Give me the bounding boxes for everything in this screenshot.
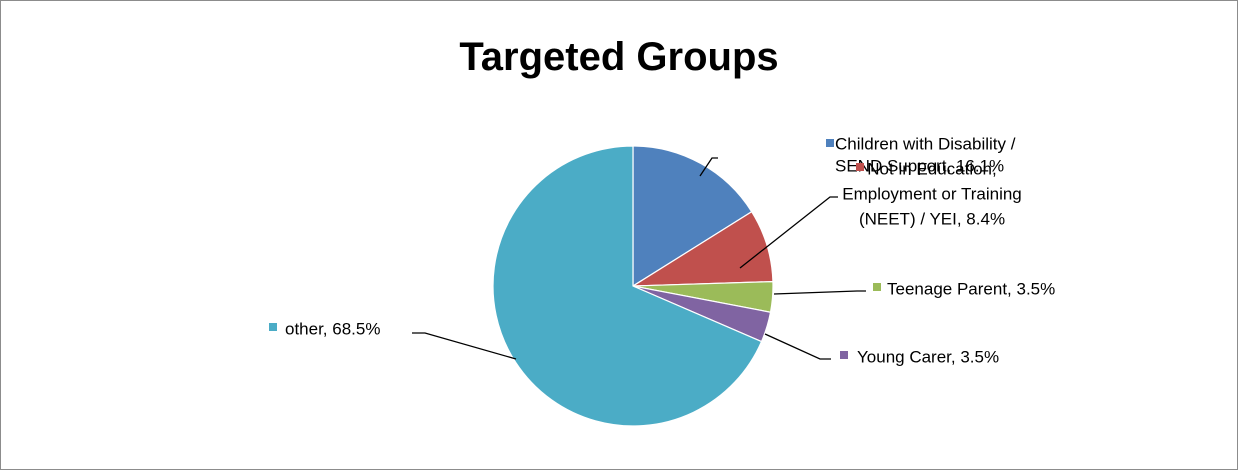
data-label-2-line-3: (NEET) / YEI, 8.4% bbox=[859, 209, 1005, 228]
data-label-4-line-1: Young Carer, 3.5% bbox=[857, 347, 999, 366]
label-marker-5 bbox=[269, 323, 277, 331]
pie-slice-1 bbox=[632, 145, 753, 288]
label-marker-2 bbox=[856, 163, 864, 171]
leader-line-5 bbox=[412, 332, 517, 360]
data-label-1-line-1: Children with Disability / bbox=[835, 134, 1016, 153]
data-label-2-line-2: Employment or Training bbox=[842, 184, 1022, 203]
label-marker-3 bbox=[873, 283, 881, 291]
label-marker-4 bbox=[840, 351, 848, 359]
chart-title: Targeted Groups bbox=[459, 35, 779, 79]
data-label-1-line-2: SEND Support, 16.1% bbox=[835, 156, 1004, 175]
leader-line-1 bbox=[699, 157, 718, 177]
data-labels: Children with Disability / SEND Support, … bbox=[269, 134, 1055, 366]
leader-line-4 bbox=[764, 333, 831, 360]
data-label-3-line-1: Teenage Parent, 3.5% bbox=[887, 279, 1055, 298]
leader-line-2 bbox=[739, 196, 838, 269]
label-marker-1 bbox=[826, 139, 834, 147]
leader-lines bbox=[412, 157, 866, 360]
data-label-2-line-1: Not in Education, bbox=[867, 159, 996, 178]
pie-slice-5 bbox=[492, 145, 763, 427]
data-label-5-line-1: other, 68.5% bbox=[285, 319, 380, 338]
pie-slices bbox=[492, 145, 774, 427]
leader-line-3 bbox=[773, 290, 866, 295]
